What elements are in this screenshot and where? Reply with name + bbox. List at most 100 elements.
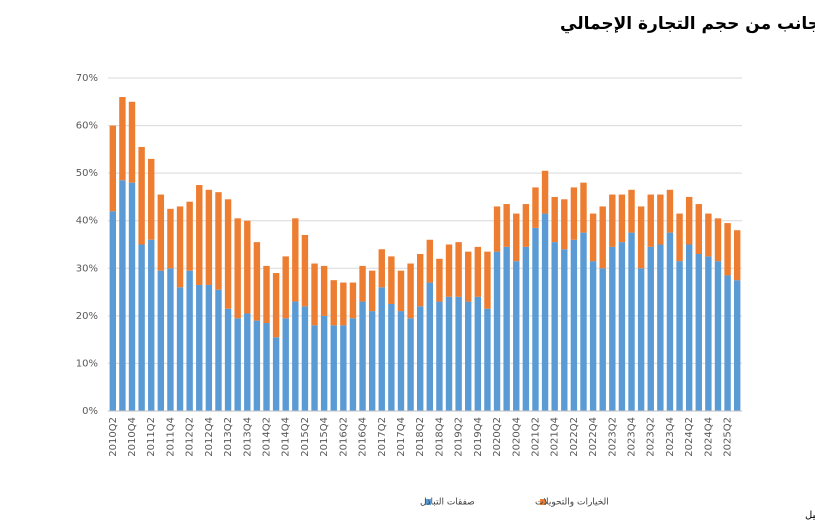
x-tick-label: 2023Q2 bbox=[646, 417, 657, 457]
bar-segment bbox=[724, 275, 731, 411]
bar-segment bbox=[455, 242, 462, 297]
y-tick-label: 60% bbox=[76, 121, 98, 132]
bar-segment bbox=[330, 280, 337, 326]
x-tick-label: 2011Q4 bbox=[165, 417, 176, 457]
bar-segment bbox=[109, 125, 117, 212]
bar-segment bbox=[138, 146, 145, 245]
bar-segment bbox=[465, 251, 472, 302]
bar-segment bbox=[205, 189, 213, 285]
bar-segment bbox=[561, 199, 568, 250]
bar-segment bbox=[167, 208, 174, 269]
bar-segment bbox=[186, 270, 193, 411]
bar-segment bbox=[532, 187, 539, 228]
bar-segment bbox=[657, 244, 664, 411]
bar-segment bbox=[714, 218, 722, 262]
bar-segment bbox=[551, 196, 558, 243]
bar-segment bbox=[676, 213, 683, 262]
y-tick-label: 50% bbox=[76, 168, 98, 179]
bar-segment bbox=[244, 220, 251, 314]
bar-segment bbox=[157, 194, 165, 271]
bar-segment bbox=[503, 246, 510, 411]
bar-segment bbox=[628, 189, 635, 233]
bar-segment bbox=[705, 213, 712, 257]
bar-segment bbox=[167, 268, 174, 411]
bar-segment bbox=[378, 249, 385, 288]
bar-segment bbox=[695, 204, 702, 255]
bar-segment bbox=[580, 182, 587, 233]
bar-segment bbox=[551, 242, 558, 411]
legend-swatch bbox=[540, 499, 546, 505]
bar-segment bbox=[676, 261, 683, 411]
bar-segment bbox=[311, 325, 318, 411]
y-tick-label: 40% bbox=[76, 216, 98, 227]
bar-segment bbox=[561, 249, 568, 411]
bar-segment bbox=[465, 301, 472, 411]
bar-segment bbox=[119, 180, 126, 411]
x-tick-label: 2016Q2 bbox=[338, 417, 349, 457]
bar-segment bbox=[705, 256, 712, 411]
bar-segment bbox=[455, 296, 462, 411]
x-tick-label: 2023Q4 bbox=[627, 417, 638, 457]
bar-segment bbox=[666, 232, 674, 411]
bar-segment bbox=[224, 199, 232, 309]
x-tick-label: 2010Q2 bbox=[108, 417, 119, 457]
bar-segment bbox=[196, 284, 203, 411]
x-tick-label: 2021Q4 bbox=[550, 417, 561, 457]
bar-segment bbox=[157, 270, 165, 411]
bar-segment bbox=[128, 182, 136, 411]
y-tick-label: 0% bbox=[82, 406, 98, 417]
bar-segment bbox=[282, 256, 289, 319]
bar-segment bbox=[359, 265, 366, 302]
chart-title: الشكل 7 : حصة المقيمين الأجانب من حجم ال… bbox=[560, 13, 815, 34]
bar-segment bbox=[359, 301, 366, 411]
bar-segment bbox=[714, 261, 722, 411]
bar-segment bbox=[340, 282, 347, 326]
bar-segment bbox=[532, 227, 539, 411]
bar-segment bbox=[253, 242, 261, 321]
y-tick-label: 10% bbox=[76, 358, 98, 369]
bar-segment bbox=[176, 206, 184, 288]
bar-segment bbox=[234, 218, 241, 319]
bar-segment bbox=[301, 234, 309, 307]
bar-segment bbox=[426, 239, 434, 283]
bar-segment bbox=[224, 308, 232, 411]
bar-segment bbox=[513, 213, 520, 262]
x-tick-label: 2010Q4 bbox=[127, 417, 138, 457]
bar-segment bbox=[474, 246, 482, 297]
bar-segment bbox=[138, 244, 145, 411]
bar-segment bbox=[253, 320, 261, 411]
bar-segment bbox=[599, 268, 606, 411]
bar-segment bbox=[109, 211, 117, 411]
bar-segment bbox=[522, 246, 530, 411]
bar-segment bbox=[282, 318, 289, 411]
x-tick-label: 2023Q2 bbox=[607, 417, 618, 457]
x-tick-label: 2022Q2 bbox=[569, 417, 580, 457]
bar-segment bbox=[263, 265, 270, 323]
bar-segment bbox=[436, 258, 443, 302]
x-tick-label: 2022Q4 bbox=[588, 417, 599, 457]
bar-segment bbox=[234, 318, 241, 411]
bar-segment bbox=[186, 201, 193, 271]
bar-segment bbox=[628, 232, 635, 411]
bar-segment bbox=[272, 337, 280, 411]
x-tick-label: 2017Q2 bbox=[377, 417, 388, 457]
x-tick-label: 2011Q2 bbox=[146, 417, 157, 457]
bar-segment bbox=[436, 301, 443, 411]
bar-segment bbox=[637, 206, 645, 269]
bar-segment bbox=[196, 185, 203, 285]
bar-segment bbox=[368, 311, 376, 411]
y-tick-label: 20% bbox=[76, 311, 98, 322]
bar-segment bbox=[570, 239, 578, 411]
x-tick-label: 2019Q4 bbox=[473, 417, 484, 457]
bar-segment bbox=[397, 311, 405, 411]
bar-segment bbox=[368, 270, 376, 312]
legend-swatch bbox=[425, 499, 431, 505]
bar-segment bbox=[388, 303, 395, 411]
bar-segment bbox=[292, 301, 299, 411]
bar-segment bbox=[580, 232, 587, 411]
bar-segment bbox=[733, 230, 741, 281]
bar-segment bbox=[657, 194, 664, 245]
x-tick-label: 2015Q4 bbox=[319, 417, 330, 457]
bar-segment bbox=[320, 265, 328, 316]
legend-label: صفقات التبادل bbox=[420, 498, 475, 508]
